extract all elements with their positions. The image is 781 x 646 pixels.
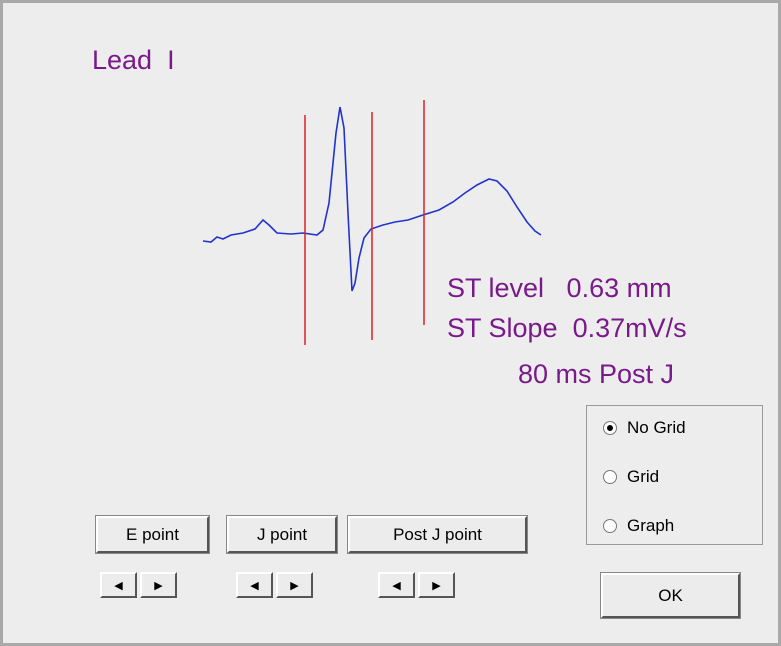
right-arrow[interactable]: ▶ (418, 572, 455, 598)
lead-title: Lead I (92, 45, 175, 75)
ok-button[interactable]: OK (600, 572, 741, 619)
j-point-button[interactable]: J point (226, 515, 338, 554)
radio-label: No Grid (627, 418, 686, 437)
radio-option[interactable]: No Grid (603, 418, 686, 438)
right-arrow[interactable]: ▶ (276, 572, 313, 598)
radio-option[interactable]: Grid (603, 467, 659, 487)
ecg-plot (202, 100, 542, 345)
radio-label: Grid (627, 467, 660, 486)
radio-button[interactable] (603, 519, 617, 533)
radio-label: Graph (627, 516, 675, 535)
radio-option[interactable]: Graph (603, 516, 674, 536)
radio-button[interactable] (603, 470, 617, 484)
radio-button[interactable] (603, 421, 617, 435)
left-arrow[interactable]: ◀ (236, 572, 273, 598)
radio-dot (607, 425, 613, 431)
left-arrow[interactable]: ◀ (100, 572, 137, 598)
post-j-point-button[interactable]: Post J point (347, 515, 528, 554)
st-level: ST level 0.63 mm (447, 273, 672, 303)
ecg-waveform (202, 106, 542, 292)
st-slope: ST Slope 0.37mV/s (447, 313, 687, 343)
e-point-button[interactable]: E point (95, 515, 210, 554)
right-arrow[interactable]: ▶ (140, 572, 177, 598)
grid-options: No Grid Grid Graph (586, 405, 763, 545)
post-j-label: 80 ms Post J (518, 359, 675, 389)
left-arrow[interactable]: ◀ (378, 572, 415, 598)
